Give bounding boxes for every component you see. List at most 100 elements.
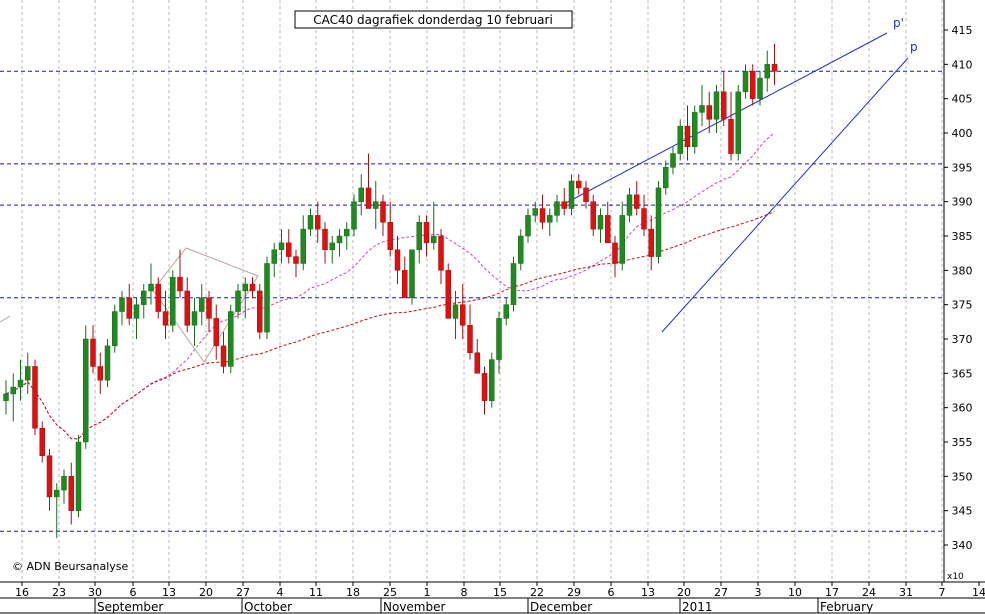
candle-body-59 [431, 235, 437, 244]
x-tick-label: 3 [755, 586, 762, 599]
candle-body-42 [307, 215, 314, 230]
candle-body-89 [648, 228, 654, 257]
candle-body-88 [641, 208, 647, 230]
candle-body-101 [735, 91, 741, 154]
candle-body-25 [184, 290, 190, 326]
month-label: February [820, 600, 873, 614]
candle-body-36 [264, 263, 270, 333]
candle-body-32 [235, 290, 241, 312]
y-tick-label: 350 [952, 470, 973, 483]
candle-body-24 [177, 276, 183, 292]
candle-body-52 [380, 201, 386, 223]
month-label: December [530, 600, 592, 614]
candle-body-74 [539, 208, 546, 223]
candle-body-57 [416, 222, 422, 250]
candle-body-71 [518, 235, 524, 264]
candle-body-7 [54, 489, 60, 498]
candle-body-54 [394, 249, 401, 271]
x-tick-label: 22 [530, 586, 544, 599]
y-tick-label: 340 [952, 539, 973, 552]
wedge-stub [0, 315, 11, 323]
candle-body-48 [351, 201, 357, 230]
candle-body-23 [170, 276, 176, 326]
candle-body-47 [344, 228, 350, 237]
candle-body-102 [742, 70, 749, 93]
candle-body-15 [112, 311, 118, 347]
candle-body-44 [322, 228, 328, 250]
candle-body-65 [474, 352, 480, 374]
candle-body-27 [199, 297, 205, 312]
candle-body-56 [409, 249, 415, 299]
candle-body-17 [126, 297, 132, 319]
candle-body-73 [532, 208, 538, 216]
candle-body-77 [561, 201, 567, 209]
x-tick-label: 6 [608, 586, 615, 599]
candle-body-76 [554, 201, 560, 216]
candle-body-100 [728, 119, 734, 154]
month-label: September [97, 600, 163, 614]
candle-body-75 [547, 215, 553, 223]
x-tick-label: 31 [899, 586, 913, 599]
candle-body-43 [315, 215, 321, 230]
x-tick-label: 27 [236, 586, 250, 599]
x-tick-label: 10 [788, 586, 802, 599]
candle-body-69 [503, 304, 509, 319]
candle-body-2 [17, 379, 24, 388]
candle-body-104 [757, 77, 763, 99]
candle-body-58 [423, 222, 430, 244]
candle-body-85 [619, 215, 625, 264]
candle-body-51 [373, 201, 379, 209]
candle-body-50 [365, 187, 372, 209]
y-tick-label: 370 [952, 333, 973, 346]
y-tick-label: 345 [952, 505, 973, 518]
x-tick-label: 13 [641, 586, 655, 599]
x-tick-label: 29 [567, 586, 581, 599]
candle-body-10 [75, 441, 82, 511]
candle-body-19 [141, 290, 147, 305]
candle-body-96 [699, 105, 705, 113]
month-label: October [244, 600, 292, 614]
candle-body-103 [750, 70, 756, 99]
candle-body-22 [162, 311, 169, 326]
candle-body-18 [133, 304, 140, 319]
x-tick-label: 11 [309, 586, 323, 599]
candle-body-9 [68, 476, 74, 511]
candle-body-90 [655, 187, 662, 257]
candle-body-1 [10, 386, 16, 395]
x-tick-label: 15 [493, 586, 507, 599]
month-label: 2011 [682, 600, 713, 614]
title-box [294, 10, 573, 29]
candle-body-68 [496, 318, 502, 360]
candle-body-4 [32, 366, 38, 429]
candle-body-49 [358, 187, 364, 202]
candle-body-21 [155, 283, 161, 312]
candle-body-28 [206, 297, 212, 319]
candle-body-11 [83, 338, 89, 443]
candle-body-20 [148, 283, 154, 292]
candle-body-12 [90, 338, 96, 367]
candle-body-82 [597, 215, 604, 230]
candle-body-14 [104, 345, 111, 381]
x-tick-label: 1 [424, 586, 431, 599]
y-tick-label: 355 [952, 436, 973, 449]
candle-body-40 [293, 256, 299, 264]
x-tick-label: 20 [199, 586, 213, 599]
y-tick-label: 390 [952, 196, 973, 209]
candle-body-35 [257, 290, 263, 333]
candle-body-94 [684, 125, 691, 147]
candle-body-80 [583, 187, 589, 202]
x-tick-label: 30 [88, 586, 102, 599]
candle-body-98 [713, 91, 720, 120]
x-tick-label: 6 [130, 586, 137, 599]
y-tick-label: 375 [952, 299, 973, 312]
y-tick-label: 395 [952, 161, 973, 174]
y-tick-label: 380 [952, 264, 973, 277]
candle-body-39 [286, 242, 292, 257]
x-tick-label: 20 [677, 586, 691, 599]
candle-body-53 [387, 222, 393, 250]
candle-body-34 [249, 283, 256, 292]
candle-body-87 [634, 194, 640, 209]
candle-body-0 [3, 393, 9, 402]
candle-body-8 [61, 476, 67, 491]
